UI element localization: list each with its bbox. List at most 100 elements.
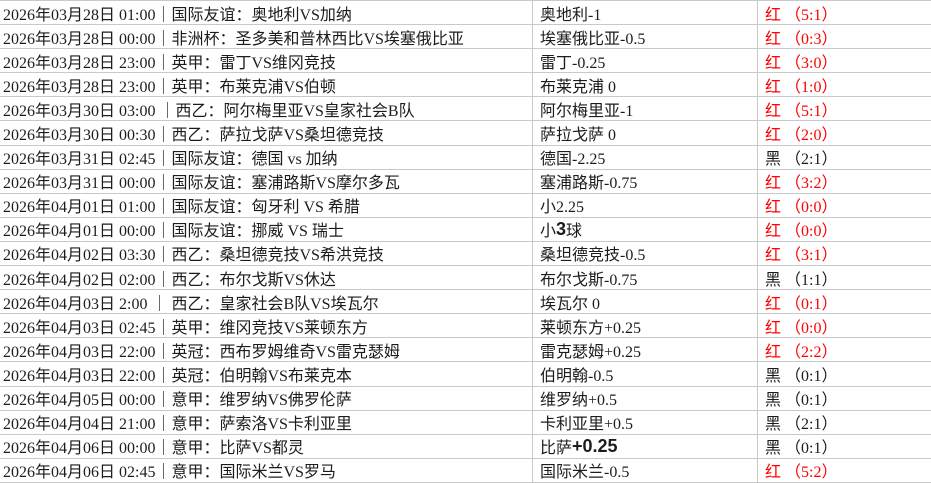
result-cell: 红 （0:3）	[758, 25, 931, 48]
match-text: 2026年04月01日 01:00｜国际友谊：匈牙利 VS 希腊	[3, 199, 360, 217]
handicap-cell: 塞浦路斯-0.75	[533, 169, 758, 193]
table-row: 2026年04月02日 03:30｜西乙：桑坦德竞技VS希洪竞技 桑坦德竞技-0…	[0, 241, 931, 267]
match-cell: 2026年03月28日 23:00｜英甲：布莱克浦VS伯顿	[0, 73, 533, 97]
handicap-cell: 阿尔梅里亚-1	[533, 97, 758, 121]
match-text: 2026年03月28日 23:00｜英甲：布莱克浦VS伯顿	[3, 78, 336, 96]
handicap-cell: 埃瓦尔 0	[533, 290, 758, 314]
table-row: 2026年03月28日 23:00｜英甲：布莱克浦VS伯顿 布莱克浦 0 红 （…	[0, 73, 931, 98]
handicap-text: 奥地利-1	[540, 6, 602, 24]
handicap-cell: 维罗纳+0.5	[533, 386, 758, 410]
match-cell: 2026年04月01日 01:00｜国际友谊：匈牙利 VS 希腊	[0, 193, 533, 217]
result-text: 黑 （1:1）	[765, 271, 838, 289]
handicap-text: 卡利亚里+0.5	[540, 416, 634, 434]
handicap-cell: 布尔戈斯-0.75	[533, 266, 758, 290]
result-text: 黑 （0:1）	[765, 440, 838, 458]
handicap-text: 桑坦德竞技-0.5	[540, 247, 646, 265]
result-cell: 红 （5:2）	[758, 459, 931, 482]
match-cell: 2026年04月04日 21:00｜意甲：萨索洛VS卡利亚里	[0, 410, 533, 434]
handicap-text: 塞浦路斯-0.75	[540, 175, 638, 193]
table-row: 2026年03月31日 02:45｜国际友谊：德国 vs 加纳 德国-2.25 …	[0, 145, 931, 170]
match-text: 2026年04月03日 02:45｜英甲：维冈竞技VS莱顿东方	[3, 319, 368, 337]
handicap-cell: 卡利亚里+0.5	[533, 410, 758, 434]
match-cell: 2026年04月06日 02:45｜意甲：国际米兰VS罗马	[0, 458, 533, 482]
match-text: 2026年03月31日 02:45｜国际友谊：德国 vs 加纳	[3, 151, 338, 169]
match-text: 2026年04月02日 03:30｜西乙：桑坦德竞技VS希洪竞技	[3, 247, 384, 265]
result-cell: 红 （1:0）	[758, 73, 931, 96]
table-row: 2026年03月30日 00:30｜西乙：萨拉戈萨VS桑坦德竞技 萨拉戈萨 0 …	[0, 121, 931, 146]
match-cell: 2026年03月31日 00:00｜国际友谊：塞浦路斯VS摩尔多瓦	[0, 169, 533, 193]
result-text: 红 （0:3）	[765, 30, 838, 48]
result-cell: 红 （2:0）	[758, 121, 931, 144]
result-cell: 红 （3:1）	[758, 242, 931, 265]
handicap-cell: 埃塞俄比亚-0.5	[533, 25, 758, 49]
result-cell: 黑 （0:1）	[758, 435, 931, 458]
result-cell: 红 （3:2）	[758, 170, 931, 193]
match-text: 2026年04月06日 02:45｜意甲：国际米兰VS罗马	[3, 464, 336, 482]
result-text: 红 （3:1）	[765, 247, 838, 265]
result-text: 红 （0:0）	[765, 223, 838, 241]
table-row: 2026年04月03日 22:00｜英冠：伯明翰VS布莱克本 伯明翰-0.5 黑…	[0, 362, 931, 387]
table-row: 2026年03月28日 01:00｜国际友谊：奥地利VS加纳 奥地利-1 红 （…	[0, 1, 931, 26]
handicap-text: 布莱克浦 0	[540, 78, 617, 96]
match-cell: 2026年04月02日 02:00｜西乙：布尔戈斯VS休达	[0, 266, 533, 290]
match-cell: 2026年04月03日 22:00｜英冠：西布罗姆维奇VS雷克瑟姆	[0, 338, 533, 362]
match-cell: 2026年04月06日 00:00｜意甲：比萨VS都灵	[0, 434, 533, 458]
result-cell: 红 （0:0）	[758, 314, 931, 337]
match-cell: 2026年03月28日 23:00｜英甲：雷丁VS维冈竞技	[0, 49, 533, 73]
handicap-cell: 桑坦德竞技-0.5	[533, 241, 758, 266]
result-cell: 黑 （0:1）	[758, 362, 931, 385]
handicap-cell: 布莱克浦 0	[533, 73, 758, 97]
result-text: 红 （5:2）	[765, 464, 838, 482]
match-text: 2026年04月03日 2:00 ｜ 西乙：皇家社会B队VS埃瓦尔	[3, 295, 379, 313]
match-cell: 2026年04月05日 00:00｜意甲：维罗纳VS佛罗伦萨	[0, 386, 533, 410]
handicap-cell: 萨拉戈萨 0	[533, 121, 758, 145]
result-text: 黑 （2:1）	[765, 416, 838, 434]
handicap-tail-text: 球	[566, 223, 583, 241]
handicap-text: 阿尔梅里亚-1	[540, 102, 634, 120]
handicap-cell: 奥地利-1	[533, 1, 758, 25]
match-text: 2026年04月04日 21:00｜意甲：萨索洛VS卡利亚里	[3, 416, 352, 434]
table-row: 2026年03月31日 00:00｜国际友谊：塞浦路斯VS摩尔多瓦 塞浦路斯-0…	[0, 169, 931, 194]
handicap-cell: 雷丁-0.25	[533, 49, 758, 73]
match-text: 2026年03月28日 23:00｜英甲：雷丁VS维冈竞技	[3, 54, 336, 72]
handicap-text: 雷克瑟姆+0.25	[540, 343, 642, 361]
handicap-cell: 小2.25	[533, 193, 758, 217]
handicap-cell: 伯明翰-0.5	[533, 362, 758, 386]
handicap-text: 国际米兰-0.5	[540, 464, 630, 482]
match-cell: 2026年04月03日 02:45｜英甲：维冈竞技VS莱顿东方	[0, 314, 533, 338]
handicap-text: 伯明翰-0.5	[540, 367, 614, 385]
table-row: 2026年04月03日 22:00｜英冠：西布罗姆维奇VS雷克瑟姆 雷克瑟姆+0…	[0, 338, 931, 363]
match-text: 2026年03月28日 00:00｜非洲杯：圣多美和普林西比VS埃塞俄比亚	[3, 30, 464, 48]
table-row: 2026年04月06日 00:00｜意甲：比萨VS都灵 比萨 +0.25 黑 （0…	[0, 434, 931, 459]
result-cell: 黑 （2:1）	[758, 411, 931, 434]
result-cell: 黑 （1:1）	[758, 266, 931, 289]
table-row: 2026年03月28日 23:00｜英甲：雷丁VS维冈竞技 雷丁-0.25 红 …	[0, 49, 931, 74]
match-cell: 2026年03月31日 02:45｜国际友谊：德国 vs 加纳	[0, 145, 533, 169]
result-text: 红 （3:0）	[765, 54, 838, 72]
result-cell: 红 （0:1）	[758, 290, 931, 313]
match-text: 2026年03月30日 03:00 ｜西乙：阿尔梅里亚VS皇家社会B队	[3, 102, 415, 120]
handicap-cell: 雷克瑟姆+0.25	[533, 338, 758, 362]
table-row: 2026年04月03日 2:00 ｜ 西乙：皇家社会B队VS埃瓦尔 埃瓦尔 0 …	[0, 290, 931, 315]
result-text: 红 （0:0）	[765, 199, 838, 217]
match-cell: 2026年04月03日 22:00｜英冠：伯明翰VS布莱克本	[0, 362, 533, 386]
result-cell: 红 （0:0）	[758, 194, 931, 217]
match-cell: 2026年04月01日 00:00｜国际友谊：挪威 VS 瑞士	[0, 217, 533, 241]
result-text: 红 （5:1）	[765, 6, 838, 24]
table-row: 2026年03月28日 00:00｜非洲杯：圣多美和普林西比VS埃塞俄比亚 埃塞…	[0, 25, 931, 50]
match-text: 2026年03月28日 01:00｜国际友谊：奥地利VS加纳	[3, 6, 352, 24]
match-cell: 2026年03月28日 01:00｜国际友谊：奥地利VS加纳	[0, 1, 533, 25]
handicap-cell: 莱顿东方+0.25	[533, 314, 758, 338]
result-text: 红 （1:0）	[765, 78, 838, 96]
result-cell: 红 （5:1）	[758, 97, 931, 120]
handicap-big-text: 3	[556, 218, 567, 239]
result-text: 红 （3:2）	[765, 175, 838, 193]
result-cell: 红 （2:2）	[758, 338, 931, 361]
handicap-text: 小2.25	[540, 199, 585, 217]
match-cell: 2026年04月03日 2:00 ｜ 西乙：皇家社会B队VS埃瓦尔	[0, 290, 533, 314]
match-text: 2026年03月30日 00:30｜西乙：萨拉戈萨VS桑坦德竞技	[3, 127, 384, 145]
match-cell: 2026年04月02日 03:30｜西乙：桑坦德竞技VS希洪竞技	[0, 241, 533, 266]
table-row: 2026年04月04日 21:00｜意甲：萨索洛VS卡利亚里 卡利亚里+0.5 …	[0, 410, 931, 435]
handicap-text: 埃瓦尔 0	[540, 295, 601, 313]
